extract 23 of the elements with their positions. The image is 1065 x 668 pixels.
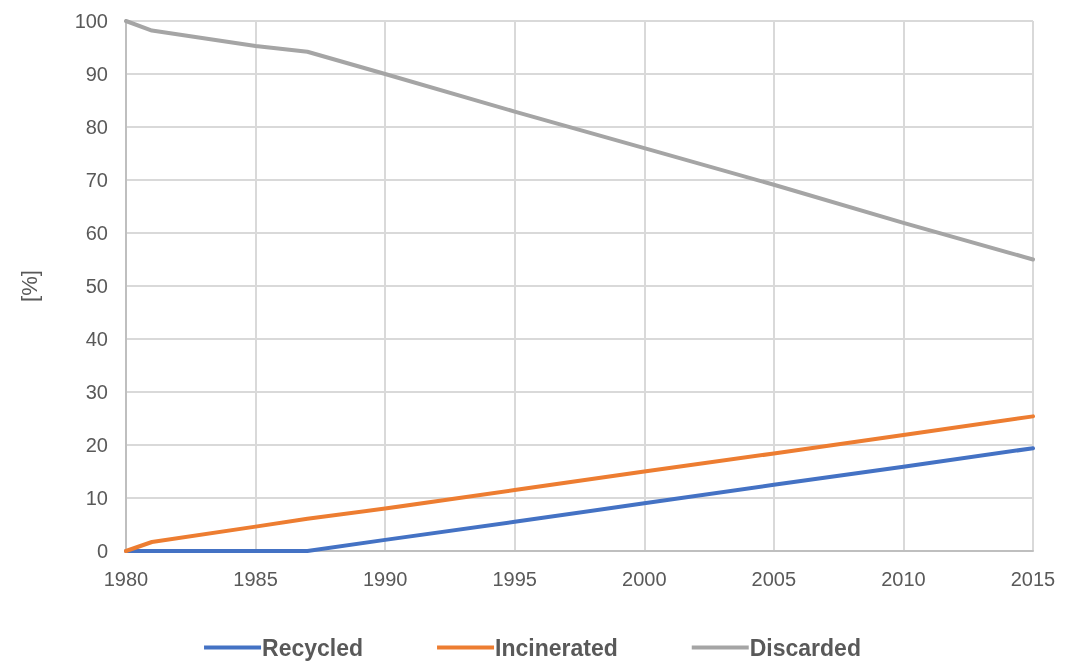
x-tick-label: 1985 xyxy=(233,568,278,590)
y-tick-label: 80 xyxy=(85,116,108,138)
x-tick-label: 2015 xyxy=(1010,568,1056,590)
legend-label: Discarded xyxy=(749,634,861,661)
x-tick-label: 2010 xyxy=(881,568,926,590)
legend-label: Recycled xyxy=(262,634,364,661)
y-tick-label: 90 xyxy=(85,63,108,85)
x-tick-label: 1980 xyxy=(103,568,149,590)
legend-label: Incinerated xyxy=(495,634,618,661)
y-tick-label: 20 xyxy=(85,434,108,456)
y-axis-title: [%] xyxy=(16,270,42,302)
y-tick-label: 0 xyxy=(96,540,108,562)
y-tick-label: 50 xyxy=(85,275,108,297)
x-tick-label: 1990 xyxy=(362,568,408,590)
x-tick-label: 2005 xyxy=(751,568,797,590)
y-tick-label: 30 xyxy=(85,381,108,403)
y-tick-label: 60 xyxy=(85,222,108,244)
y-tick-label: 70 xyxy=(85,169,108,191)
y-tick-label: 100 xyxy=(74,10,108,32)
y-tick-label: 40 xyxy=(85,328,108,350)
x-tick-label: 1995 xyxy=(492,568,537,590)
y-tick-label: 10 xyxy=(85,487,108,509)
x-tick-label: 2000 xyxy=(622,568,667,590)
